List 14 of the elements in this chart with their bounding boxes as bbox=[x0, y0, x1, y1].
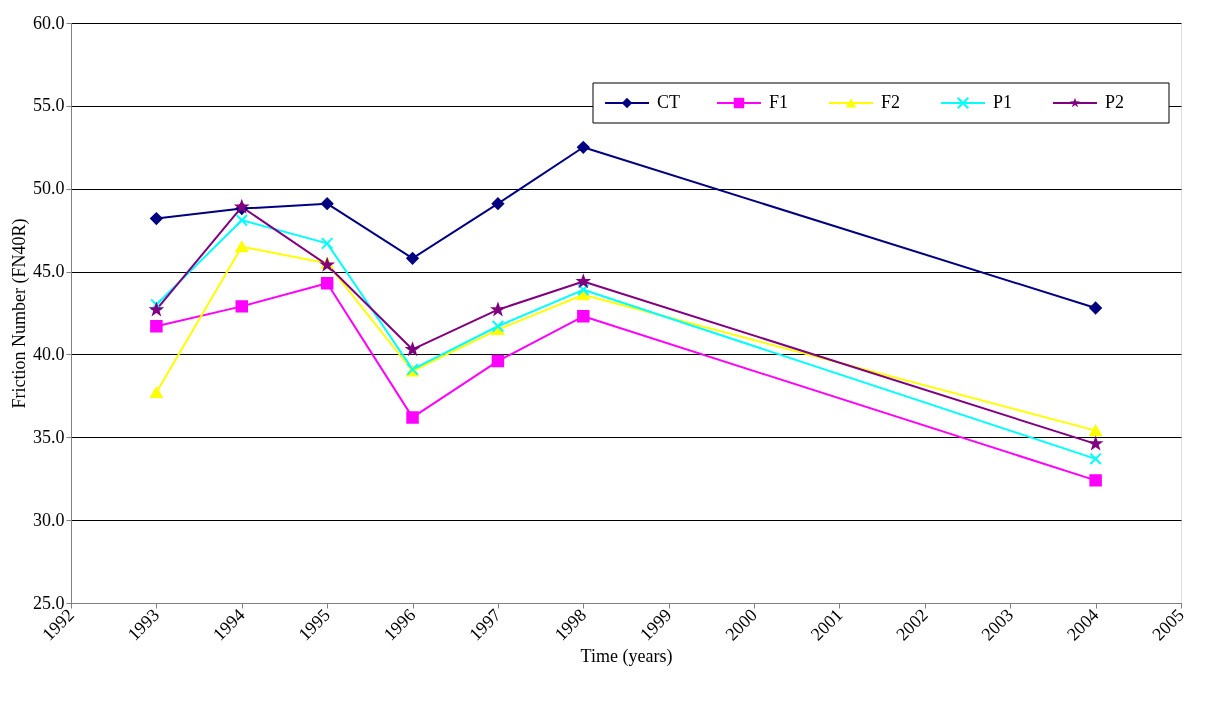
y-tick-label: 40.0 bbox=[33, 343, 65, 364]
y-tick-label: 30.0 bbox=[33, 509, 65, 530]
legend-label: P2 bbox=[1105, 92, 1125, 112]
legend-label: P1 bbox=[993, 92, 1013, 112]
y-axis-title: Friction Number (FN40R) bbox=[9, 218, 30, 409]
legend-label: CT bbox=[657, 92, 681, 112]
legend-label: F1 bbox=[769, 92, 789, 112]
y-tick-label: 50.0 bbox=[33, 178, 65, 199]
y-tick-label: 35.0 bbox=[33, 426, 65, 447]
y-tick-label: 55.0 bbox=[33, 95, 65, 116]
x-axis-title: Time (years) bbox=[580, 646, 673, 668]
legend-label: F2 bbox=[881, 92, 901, 112]
y-tick-label: 45.0 bbox=[33, 261, 65, 282]
y-tick-label: 60.0 bbox=[33, 12, 65, 33]
